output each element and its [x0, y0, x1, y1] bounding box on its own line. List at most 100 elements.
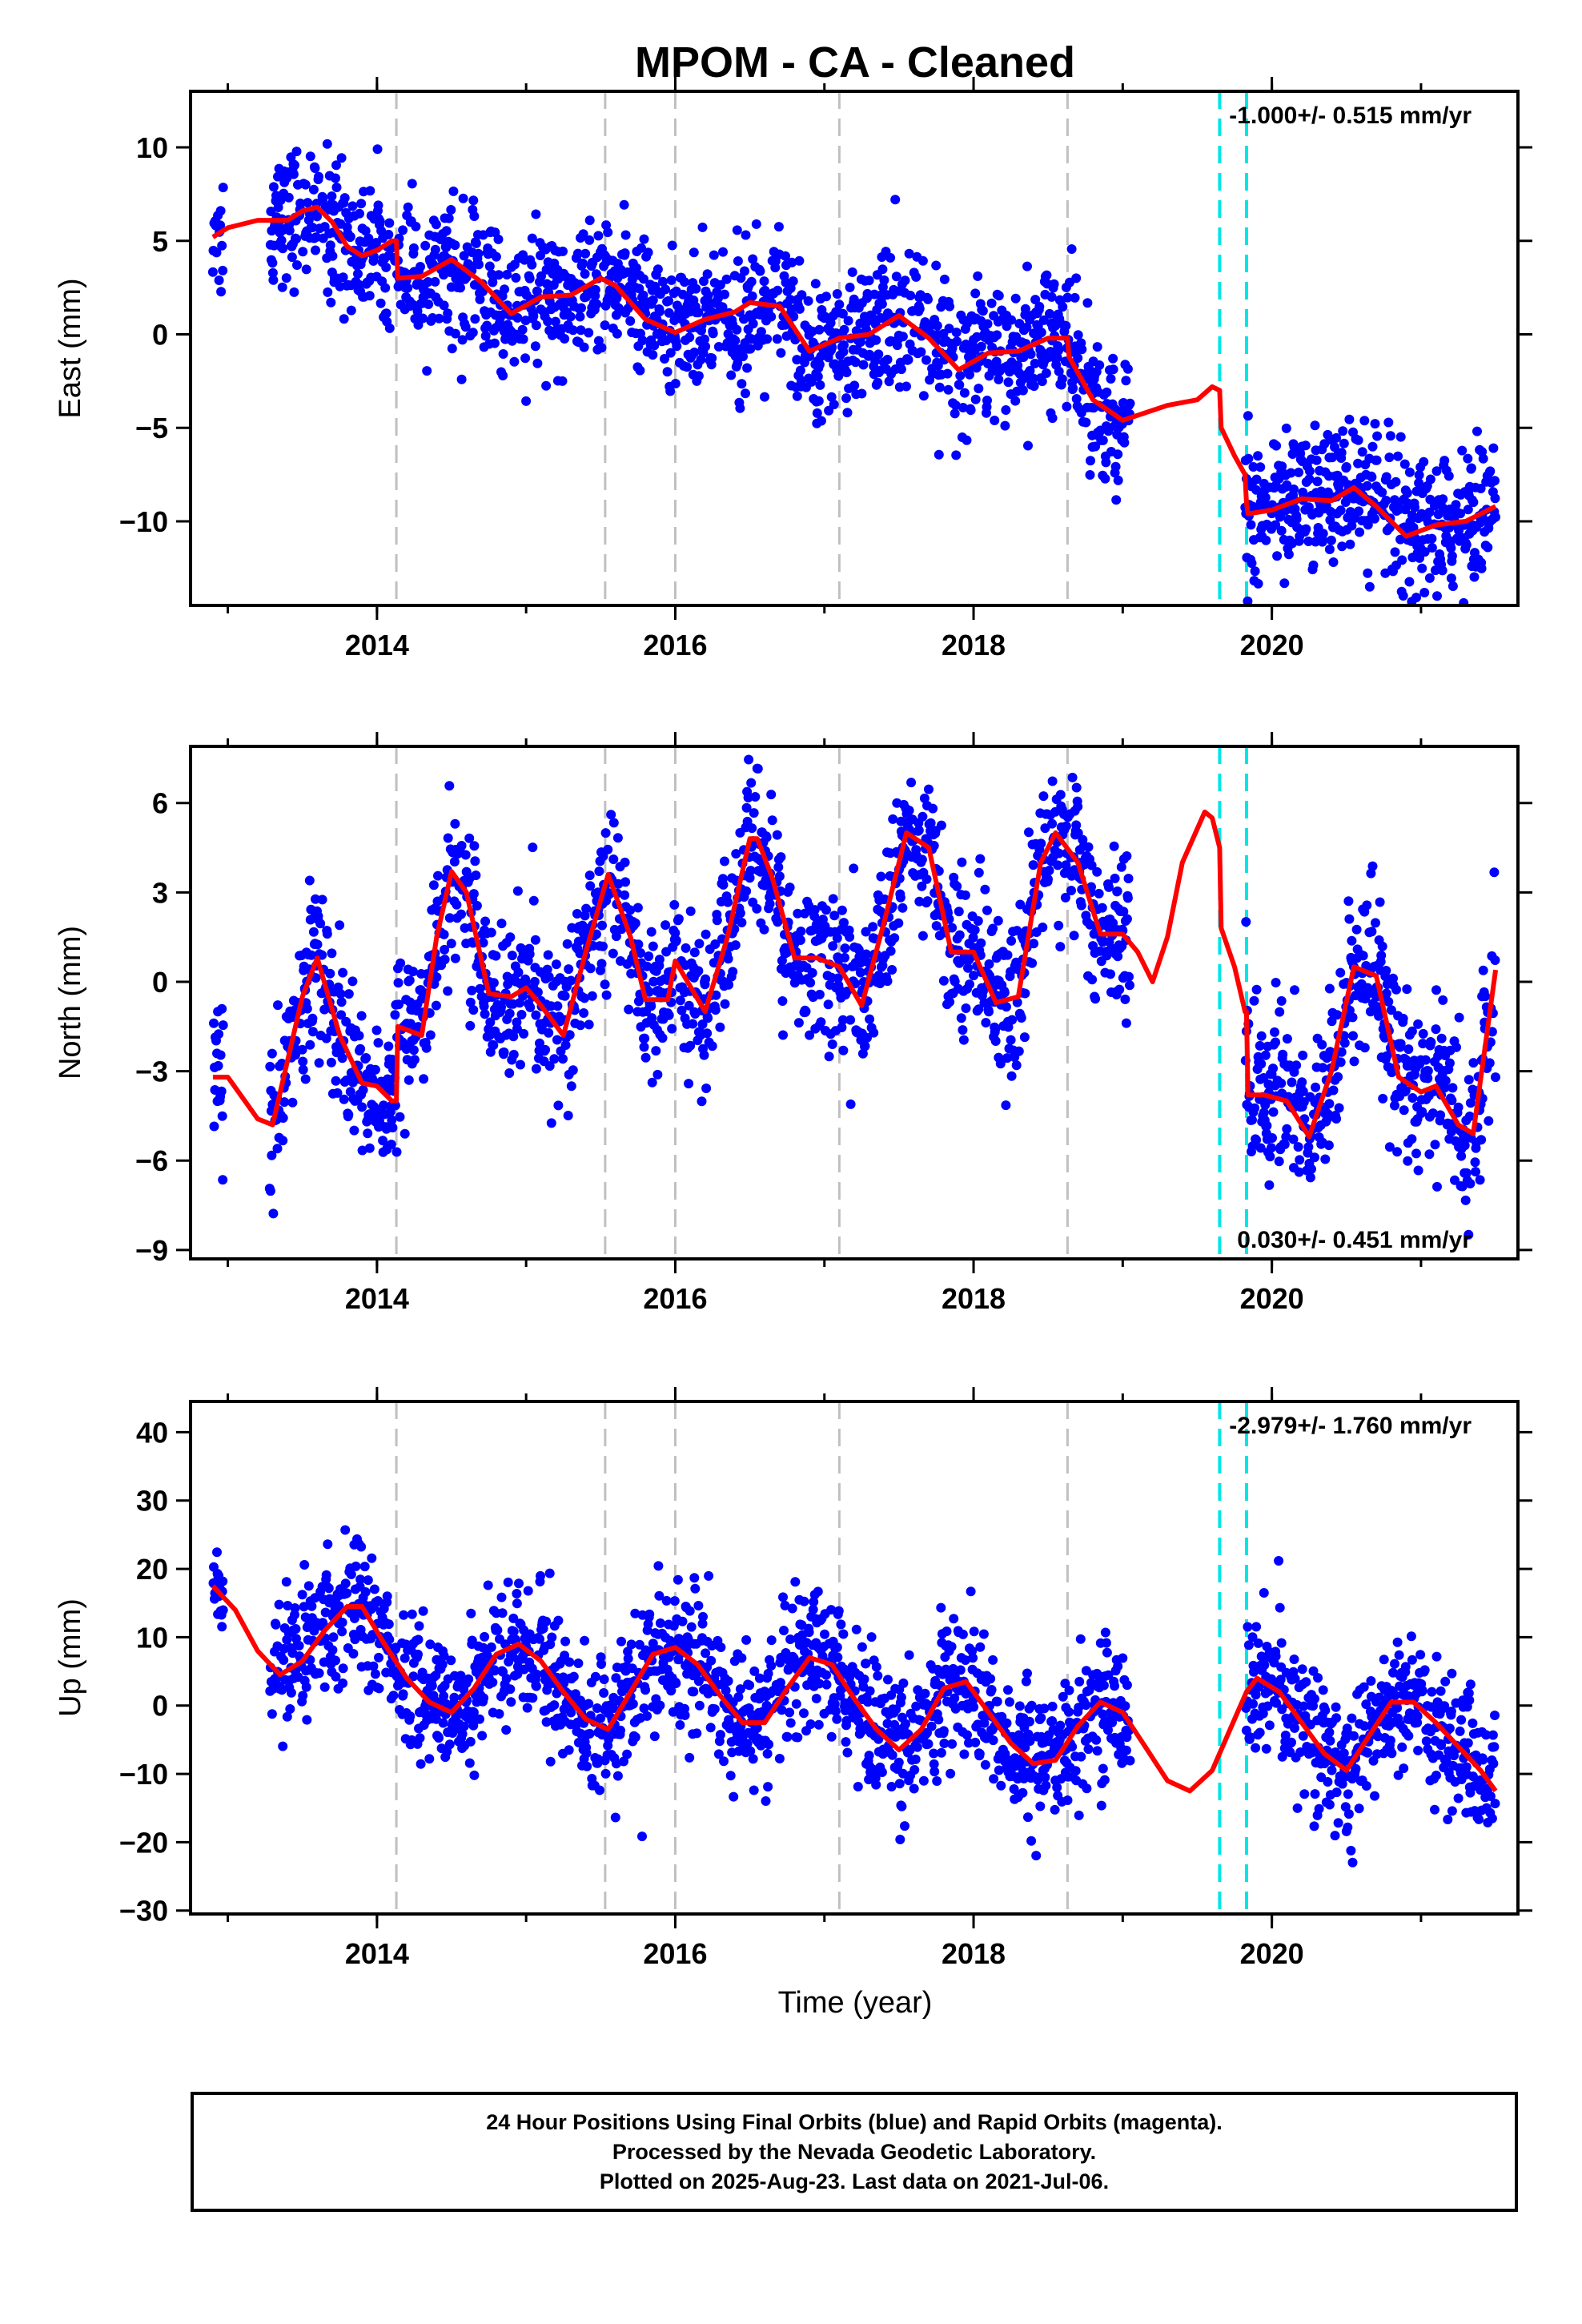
- data-point: [416, 262, 425, 271]
- data-point: [661, 1595, 672, 1606]
- data-point: [209, 1121, 219, 1132]
- data-point: [437, 1659, 448, 1670]
- data-point: [541, 380, 552, 391]
- data-point: [595, 1785, 604, 1795]
- data-point: [742, 1739, 753, 1749]
- data-point: [355, 208, 364, 219]
- data-point: [1326, 535, 1336, 545]
- data-point: [504, 1068, 515, 1078]
- data-point: [1335, 967, 1346, 978]
- data-point: [813, 396, 824, 406]
- data-point: [528, 311, 539, 321]
- data-point: [746, 276, 757, 287]
- data-point: [1022, 261, 1032, 271]
- data-point: [701, 341, 711, 352]
- data-point: [566, 975, 576, 986]
- data-point: [552, 1035, 562, 1045]
- data-point: [1253, 578, 1263, 589]
- data-point: [1261, 535, 1271, 545]
- data-point: [670, 379, 681, 388]
- data-point: [1283, 549, 1294, 560]
- data-point: [1384, 1142, 1395, 1152]
- data-point: [338, 272, 348, 283]
- data-point: [505, 932, 516, 943]
- data-point: [689, 1687, 699, 1697]
- data-point: [460, 322, 471, 332]
- data-point: [374, 1652, 383, 1663]
- data-point: [467, 985, 477, 995]
- data-point: [1289, 485, 1299, 494]
- data-point: [1460, 1140, 1470, 1151]
- data-point: [390, 1010, 400, 1020]
- data-point: [576, 1728, 586, 1739]
- data-point: [1054, 920, 1064, 931]
- data-point: [509, 356, 520, 367]
- data-point: [669, 1596, 680, 1606]
- data-point: [339, 193, 350, 203]
- data-point: [474, 259, 484, 270]
- data-point: [592, 1703, 602, 1713]
- data-point: [1381, 966, 1391, 975]
- data-point: [1311, 537, 1321, 547]
- data-point: [1025, 365, 1035, 376]
- data-point: [1027, 958, 1038, 968]
- data-point: [1440, 1076, 1451, 1086]
- data-point: [1407, 1026, 1417, 1036]
- data-point: [1071, 394, 1082, 404]
- data-point: [744, 754, 754, 765]
- data-point: [456, 841, 467, 850]
- data-point: [1041, 368, 1051, 378]
- data-point: [826, 392, 837, 402]
- data-point: [942, 368, 953, 379]
- data-point: [1281, 423, 1291, 433]
- data-point: [673, 914, 684, 924]
- data-point: [580, 1635, 590, 1646]
- data-point: [1413, 1019, 1423, 1029]
- data-point: [805, 978, 816, 988]
- data-point: [519, 1664, 529, 1675]
- data-point: [491, 251, 501, 262]
- data-point: [869, 1027, 879, 1038]
- data-point: [564, 1030, 575, 1040]
- data-point: [307, 1027, 318, 1037]
- data-point: [1295, 1155, 1305, 1165]
- data-point: [1068, 383, 1078, 393]
- data-point: [635, 365, 645, 376]
- data-point: [496, 919, 507, 929]
- data-point: [978, 306, 988, 316]
- data-point: [1374, 1011, 1384, 1021]
- data-point: [805, 1030, 815, 1040]
- data-point: [664, 308, 674, 318]
- data-point: [346, 1570, 356, 1579]
- data-point: [573, 1659, 584, 1668]
- data-point: [1414, 470, 1424, 480]
- data-point: [520, 977, 531, 987]
- data-point: [424, 1754, 435, 1764]
- data-point: [982, 905, 992, 915]
- data-point: [267, 258, 278, 268]
- data-point: [596, 1659, 606, 1669]
- data-point: [447, 344, 457, 354]
- data-point: [1047, 413, 1058, 424]
- data-point: [307, 1601, 317, 1611]
- data-point: [1100, 473, 1110, 484]
- data-point: [703, 291, 713, 300]
- data-point: [1338, 426, 1348, 436]
- data-point: [748, 254, 758, 264]
- data-point: [640, 1052, 651, 1063]
- data-point: [1381, 988, 1391, 999]
- data-point: [450, 328, 460, 339]
- data-point: [1491, 1072, 1500, 1083]
- data-point: [773, 917, 783, 927]
- data-point: [336, 997, 347, 1007]
- data-point: [1287, 1077, 1297, 1088]
- data-point: [1110, 873, 1120, 883]
- data-point: [1489, 867, 1500, 878]
- data-point: [1410, 502, 1419, 513]
- data-point: [741, 802, 752, 813]
- data-point: [1029, 939, 1039, 949]
- data-point: [364, 291, 375, 301]
- data-point: [620, 248, 630, 259]
- data-point: [412, 306, 423, 316]
- data-point: [217, 1622, 227, 1632]
